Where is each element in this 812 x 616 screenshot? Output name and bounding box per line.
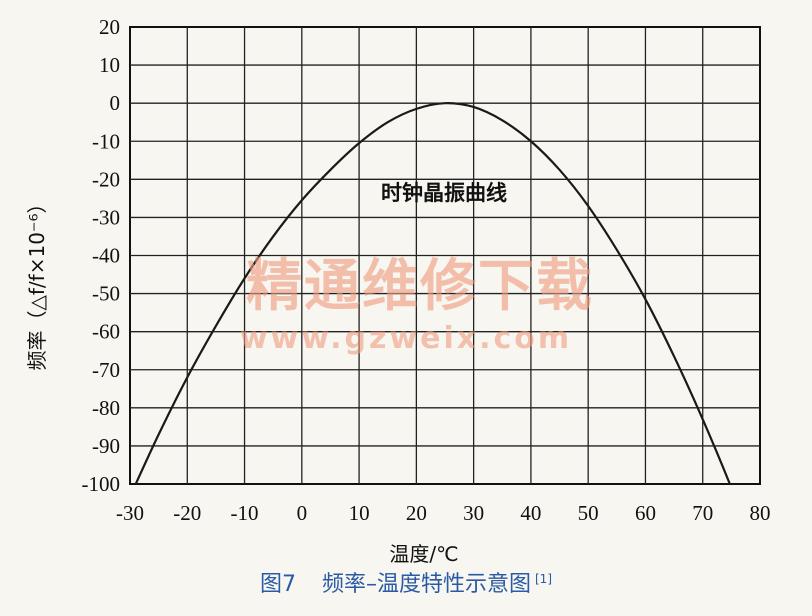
x-tick-label: 60 <box>635 501 656 525</box>
y-tick-label: 0 <box>110 91 121 115</box>
y-tick-label: -70 <box>92 358 120 382</box>
x-tick-label: 80 <box>750 501 771 525</box>
x-tick-label: 70 <box>692 501 713 525</box>
x-tick-labels: -30 -20 -10 0 10 20 30 40 50 60 70 80 <box>116 501 771 525</box>
figure-number: 图7 <box>259 572 296 597</box>
y-tick-label: -50 <box>92 282 120 306</box>
y-tick-label: -90 <box>92 434 120 458</box>
x-tick-label: 40 <box>520 501 541 525</box>
x-tick-label: 30 <box>463 501 484 525</box>
figure-title: 频率–温度特性示意图 <box>321 572 531 597</box>
y-axis-title: 频率（△f/f×10⁻⁶） <box>25 194 49 371</box>
x-tick-label: 10 <box>349 501 370 525</box>
y-tick-label: -30 <box>92 205 120 229</box>
figure-reference: [1] <box>535 571 552 586</box>
x-tick-label: -30 <box>116 501 144 525</box>
x-tick-label: 20 <box>406 501 427 525</box>
x-tick-label: 50 <box>578 501 599 525</box>
y-tick-label: 10 <box>99 53 120 77</box>
watermark-url: www.gzweix.com <box>240 321 572 356</box>
x-tick-label: -20 <box>173 501 201 525</box>
y-tick-labels: 20 10 0 -10 -20 -30 -40 -50 -60 -70 -80 -90 -100 <box>82 15 121 496</box>
y-tick-label: -60 <box>92 320 120 344</box>
y-tick-label: -10 <box>92 129 120 153</box>
y-tick-label: 20 <box>99 15 120 39</box>
y-tick-label: -80 <box>92 396 120 420</box>
series-line-clock-crystal <box>134 102 732 484</box>
watermark-text: 精通维修下载 <box>246 254 594 319</box>
curve-annotation: 时钟晶振曲线 <box>381 181 507 205</box>
y-tick-label: -100 <box>82 472 121 496</box>
figure-caption: 图7 频率–温度特性示意图 [1] <box>0 566 812 598</box>
x-axis-title: 温度/℃ <box>389 542 458 566</box>
y-tick-label: -40 <box>92 244 120 268</box>
x-tick-label: -10 <box>231 501 259 525</box>
y-tick-label: -20 <box>92 167 120 191</box>
x-tick-label: 0 <box>297 501 308 525</box>
